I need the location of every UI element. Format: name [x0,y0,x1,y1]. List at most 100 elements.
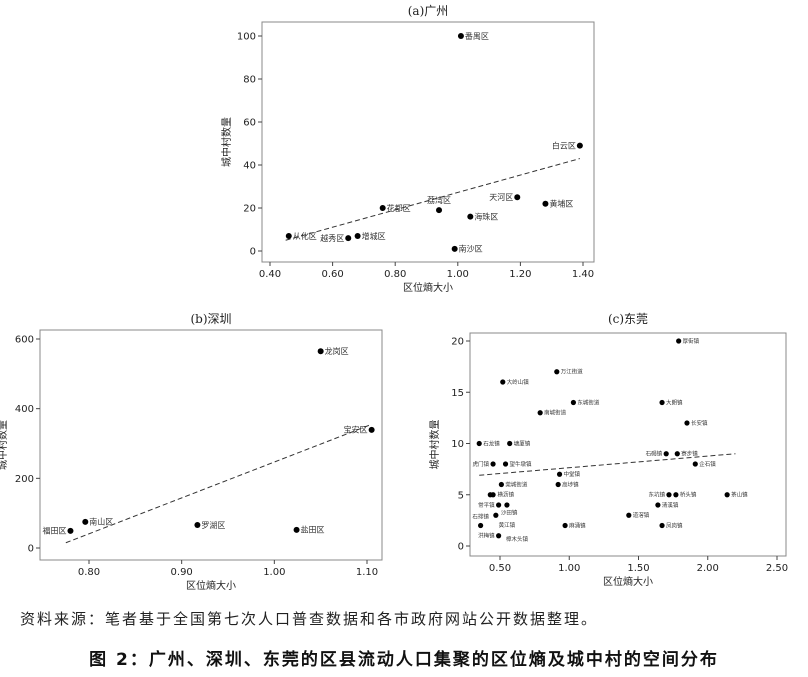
data-point [663,451,669,457]
x-axis-label: 区位熵大小 [186,579,236,592]
data-point [514,194,521,201]
data-label: 石排镇 [472,512,489,520]
y-tick-label: 400 [15,404,34,415]
data-label: 天河区 [489,192,513,202]
data-label: 罗湖区 [201,521,225,530]
data-point [194,522,201,529]
x-tick-label: 2.00 [697,563,719,574]
data-label: 沙田镇 [501,508,518,516]
x-tick-label: 1.50 [627,563,649,574]
data-label: 石龙镇 [483,439,500,447]
y-tick-label: 20 [451,337,464,348]
chart-1: (b)深圳 0.80 0.90 1.00 1.10 0 200 400 600 区位熵大小 城中村数… [0,312,383,592]
chart-0: (a)广州 0.40 0.60 0.80 1.00 1.20 1.40 0 20 40 60 80 10… [220,4,595,294]
data-point [457,33,464,39]
y-tick-label: 60 [243,118,256,129]
data-label: 塘厦镇 [514,439,531,447]
data-point [496,502,502,508]
data-point [467,213,474,220]
data-label: 宝安区 [344,425,368,435]
data-label: 麻涌镇 [569,521,586,529]
data-label: 南山区 [89,517,113,527]
data-label: 海珠区 [474,211,498,221]
data-point [436,207,443,214]
chart-title: (a)广州 [408,4,449,18]
data-point [500,379,506,385]
data-point [659,399,665,406]
data-label: 常平镇 [478,501,495,509]
chart-title: (b)深圳 [190,312,231,326]
data-label: 福田区 [42,527,66,536]
data-point [293,526,300,533]
data-label: 寮步镇 [681,450,698,458]
data-point [490,492,496,498]
data-label: 高埗镇 [562,480,579,488]
data-label: 花都区 [387,203,411,213]
y-tick-label: 100 [237,32,256,43]
y-axis-label: 城中村数量 [220,117,233,167]
data-point [67,527,74,534]
x-tick-label: 0.60 [321,269,343,280]
x-tick-label: 1.40 [572,269,594,280]
data-label: 中堂镇 [564,470,581,478]
y-tick-label: 0 [28,544,34,555]
data-label: 从化区 [293,231,317,241]
data-point [496,533,502,539]
data-point [507,440,513,447]
data-label: 番禺区 [465,31,489,41]
data-label: 黄江镇 [499,521,516,529]
y-tick-label: 200 [15,474,34,485]
y-tick-label: 5 [458,490,464,501]
x-tick-label: 0.80 [384,269,406,280]
data-point [285,232,292,239]
plot-frame [261,21,595,263]
data-point [676,338,682,344]
data-label: 樟木头镇 [506,535,529,543]
data-label: 桥头镇 [680,491,697,499]
data-point [562,522,568,529]
data-point [724,492,730,498]
data-label: 黄埔区 [549,199,573,209]
data-point [368,426,375,433]
trend-line [65,423,372,544]
x-tick-label: 0.50 [489,563,511,574]
data-point [673,492,679,498]
data-label: 大岭山镇 [507,378,530,386]
x-tick-label: 2.50 [766,563,788,574]
data-point [666,492,672,498]
data-point [556,471,563,477]
plot-frame [469,332,787,557]
data-label: 万江街道 [561,368,584,376]
data-point [684,420,690,426]
data-point [317,348,324,355]
data-label: 清溪镇 [662,501,679,509]
x-axis-label: 区位熵大小 [603,575,653,588]
trend-line [285,158,581,241]
data-label: 增城区 [362,231,386,241]
data-point [504,502,510,508]
data-point [354,232,361,239]
chart-title: (c)东莞 [608,312,648,326]
y-tick-label: 600 [15,335,34,346]
data-label: 石碣镇 [646,450,663,458]
data-point [490,461,496,467]
data-point [576,142,583,149]
data-label: 厚街镇 [683,337,700,345]
y-tick-label: 0 [458,542,464,553]
data-point [659,522,665,529]
data-point [570,399,577,406]
data-point [82,518,89,525]
data-label: 凤岗镇 [666,521,683,529]
charts: (a)广州 0.40 0.60 0.80 1.00 1.20 1.40 0 20 40 60 80 10… [0,4,788,592]
x-tick-label: 1.00 [558,563,580,574]
data-point [542,200,549,207]
data-label: 望牛墩镇 [510,460,533,468]
data-label: 长安镇 [691,419,708,427]
figure-caption: 图 2：广州、深圳、东莞的区县流动人口集聚的区位熵及城中村的空间分布 [89,650,719,670]
x-tick-label: 1.00 [263,567,285,578]
x-tick-label: 0.90 [171,567,193,578]
data-label: 荔湾区 [427,195,451,205]
data-point [345,235,352,242]
data-point [555,481,561,488]
plot-frame [39,329,383,561]
